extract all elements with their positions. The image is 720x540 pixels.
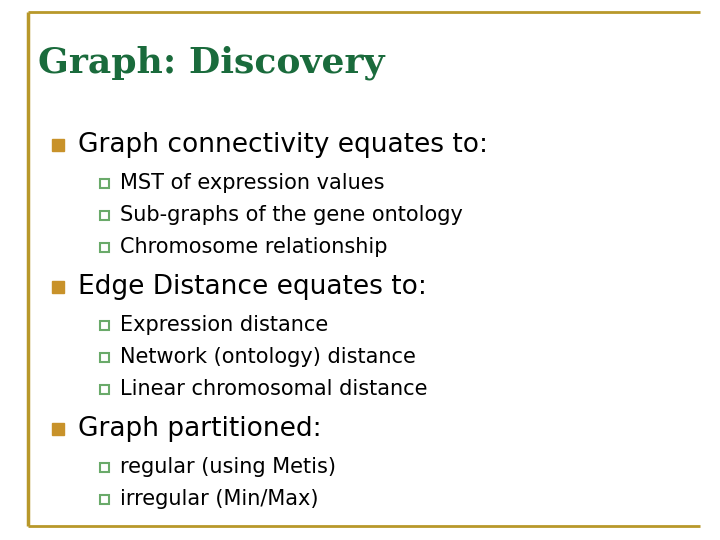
Bar — [100, 495, 109, 503]
Bar — [100, 242, 109, 252]
Bar — [100, 384, 109, 394]
Text: Chromosome relationship: Chromosome relationship — [120, 237, 387, 257]
Bar — [100, 353, 109, 361]
Bar — [100, 321, 109, 329]
Text: Sub-graphs of the gene ontology: Sub-graphs of the gene ontology — [120, 205, 463, 225]
Text: MST of expression values: MST of expression values — [120, 173, 384, 193]
Text: Graph connectivity equates to:: Graph connectivity equates to: — [78, 132, 488, 158]
Text: Linear chromosomal distance: Linear chromosomal distance — [120, 379, 428, 399]
Bar — [100, 211, 109, 219]
Bar — [100, 179, 109, 187]
Text: Network (ontology) distance: Network (ontology) distance — [120, 347, 416, 367]
Text: Graph partitioned:: Graph partitioned: — [78, 416, 322, 442]
Text: Edge Distance equates to:: Edge Distance equates to: — [78, 274, 427, 300]
Bar — [52, 423, 64, 435]
Bar — [52, 281, 64, 293]
Text: Graph: Discovery: Graph: Discovery — [38, 45, 384, 79]
Text: irregular (Min/Max): irregular (Min/Max) — [120, 489, 318, 509]
Text: Expression distance: Expression distance — [120, 315, 328, 335]
Bar — [52, 139, 64, 151]
Bar — [100, 462, 109, 471]
Text: regular (using Metis): regular (using Metis) — [120, 457, 336, 477]
